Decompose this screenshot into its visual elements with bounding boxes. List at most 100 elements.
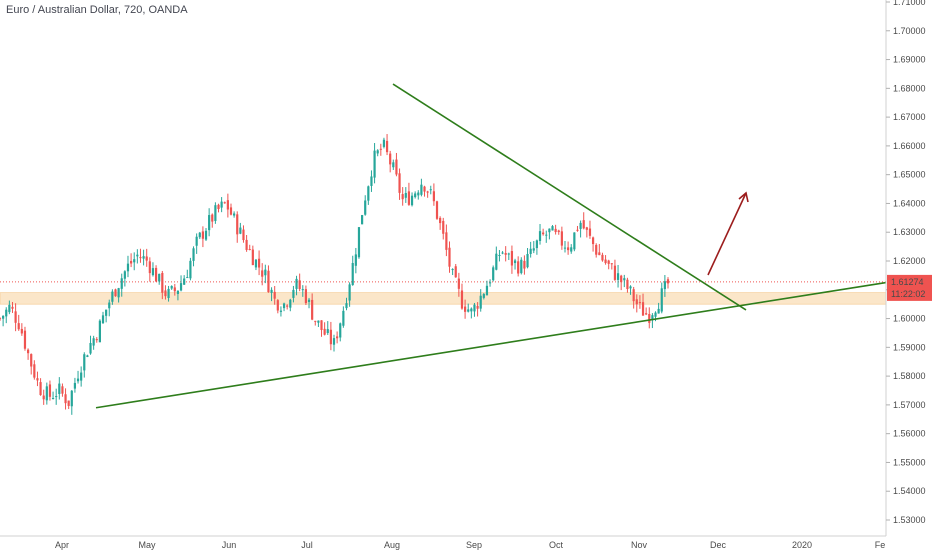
candle-body [286, 305, 289, 307]
candle-body [342, 310, 345, 326]
candle-body [92, 338, 95, 346]
candle-body [282, 303, 286, 309]
candle-body [666, 279, 670, 284]
candle-body [638, 302, 642, 304]
candle-body [601, 254, 604, 261]
price-axis[interactable]: 1.71000 1.70000 1.69000 1.68000 1.67000 1.660… [886, 0, 926, 525]
candle-body [254, 259, 258, 268]
candle-body [311, 299, 314, 320]
candle-body [245, 239, 248, 250]
candle-body [454, 266, 457, 278]
arrow-shaft [707, 192, 747, 276]
candle-body [73, 382, 77, 389]
time-axis-label: Oct [549, 540, 564, 550]
candle-body [351, 262, 354, 286]
candle-body [307, 299, 311, 302]
candle-body [233, 213, 236, 216]
candle-body [651, 315, 654, 321]
candle-body [20, 328, 23, 334]
candle-body [298, 280, 301, 289]
candle-body [360, 215, 364, 225]
price-tick-label: 1.58000 [893, 371, 926, 381]
trendline-upper[interactable] [392, 83, 747, 311]
candle-body [67, 400, 70, 406]
price-tick-label: 1.59000 [893, 342, 926, 352]
projection-arrow[interactable] [707, 191, 749, 276]
candle-body [607, 260, 610, 264]
candle-body [345, 303, 348, 309]
candle-body [133, 259, 136, 263]
candle-body [289, 299, 292, 308]
candle-body [354, 254, 357, 266]
candle-body [220, 201, 223, 208]
candle-body [648, 313, 651, 323]
candle-body [42, 395, 45, 400]
candle-body [613, 265, 617, 280]
candle-body [626, 279, 629, 289]
candle-body [598, 252, 601, 256]
candle-body [23, 330, 27, 349]
candle-body [251, 249, 254, 266]
candle-body [30, 354, 33, 367]
candle-body [385, 140, 389, 153]
candle-body [257, 258, 261, 268]
candle-body [548, 228, 551, 233]
candle-body [326, 329, 329, 333]
candle-body [492, 267, 495, 281]
trendline-lower[interactable] [95, 281, 887, 409]
time-axis-label: Jun [222, 540, 237, 550]
candle-body [660, 288, 663, 312]
candle-body [320, 320, 323, 331]
time-axis-label: 2020 [792, 540, 812, 550]
candle-body [420, 184, 423, 195]
candle-body [445, 232, 448, 250]
candle-body [629, 286, 632, 289]
arrow-head [738, 191, 749, 203]
candle-body [560, 231, 563, 246]
candle-body [158, 273, 161, 282]
candle-body [623, 278, 626, 281]
candle-body [120, 278, 123, 289]
candle-body [229, 207, 233, 215]
candle-body [295, 278, 298, 289]
candle-body [370, 176, 373, 186]
candle-body [398, 173, 401, 193]
candle-body [414, 193, 417, 198]
candle-body [14, 311, 17, 323]
time-axis[interactable]: Apr May Jun Jul Aug Sep Oct Nov Dec 2020 Fe [55, 540, 885, 550]
candle-body [488, 282, 492, 284]
candle-body [620, 275, 623, 283]
candle-body [242, 229, 245, 241]
time-axis-label: Sep [466, 540, 482, 550]
candle-body [595, 244, 598, 255]
candle-body [98, 320, 101, 343]
time-axis-label: Dec [710, 540, 727, 550]
candle-body [464, 306, 467, 312]
candle-body [5, 309, 8, 317]
candle-body [126, 263, 130, 272]
candle-body [108, 302, 111, 309]
candle-body [367, 186, 370, 201]
candle-body [0, 318, 2, 320]
candles [0, 134, 670, 415]
candle-body [582, 220, 585, 229]
candle-body [226, 200, 229, 210]
candle-body [439, 217, 442, 224]
candle-body [482, 294, 485, 298]
candle-body [535, 240, 538, 249]
price-tick-label: 1.65000 [893, 170, 926, 180]
candle-body [376, 150, 379, 154]
candle-body [208, 215, 211, 231]
candle-body [139, 257, 142, 259]
candle-body [513, 260, 517, 264]
candle-body [498, 255, 501, 257]
candle-body [301, 289, 304, 291]
price-tick-label: 1.67000 [893, 112, 926, 122]
candle-body [33, 364, 36, 378]
candle-body [382, 139, 386, 147]
candle-body [423, 186, 426, 192]
candle-body [192, 248, 195, 261]
candle-body [373, 150, 376, 178]
candle-body [410, 195, 414, 206]
